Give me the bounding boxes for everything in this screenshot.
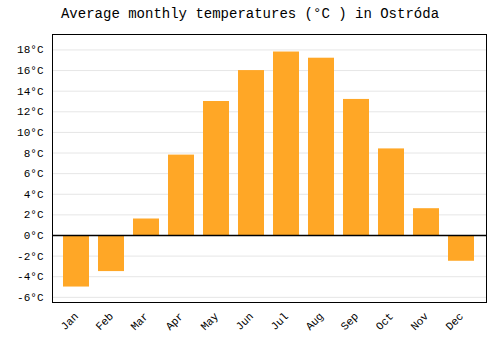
svg-text:-6°C: -6°C bbox=[17, 292, 44, 304]
svg-text:Feb: Feb bbox=[94, 310, 116, 332]
svg-text:Jun: Jun bbox=[234, 310, 256, 332]
svg-text:16°C: 16°C bbox=[17, 65, 44, 77]
svg-text:Mar: Mar bbox=[129, 310, 151, 332]
svg-text:Apr: Apr bbox=[164, 310, 186, 332]
svg-text:-4°C: -4°C bbox=[17, 271, 44, 283]
svg-text:Sep: Sep bbox=[339, 310, 361, 332]
svg-text:May: May bbox=[199, 310, 222, 333]
svg-text:Oct: Oct bbox=[374, 310, 396, 332]
svg-text:Jan: Jan bbox=[59, 310, 81, 332]
svg-text:8°C: 8°C bbox=[24, 148, 44, 160]
html-text:Average monthly temperatures (: Average monthly temperatures (°C ) in Os… bbox=[61, 6, 439, 22]
svg-text:Jul: Jul bbox=[269, 310, 291, 332]
svg-text:0°C: 0°C bbox=[24, 230, 44, 242]
svg-text:Dec: Dec bbox=[444, 310, 466, 332]
svg-text:10°C: 10°C bbox=[17, 127, 44, 139]
svg-text:-2°C: -2°C bbox=[17, 251, 44, 263]
svg-text:4°C: 4°C bbox=[24, 189, 44, 201]
svg-text:6°C: 6°C bbox=[24, 168, 44, 180]
svg-text:Nov: Nov bbox=[409, 310, 432, 333]
svg-text:2°C: 2°C bbox=[24, 209, 44, 221]
svg-text:14°C: 14°C bbox=[17, 86, 44, 98]
svg-text:Aug: Aug bbox=[304, 310, 326, 332]
svg-text:18°C: 18°C bbox=[17, 44, 44, 56]
svg-text:12°C: 12°C bbox=[17, 106, 44, 118]
